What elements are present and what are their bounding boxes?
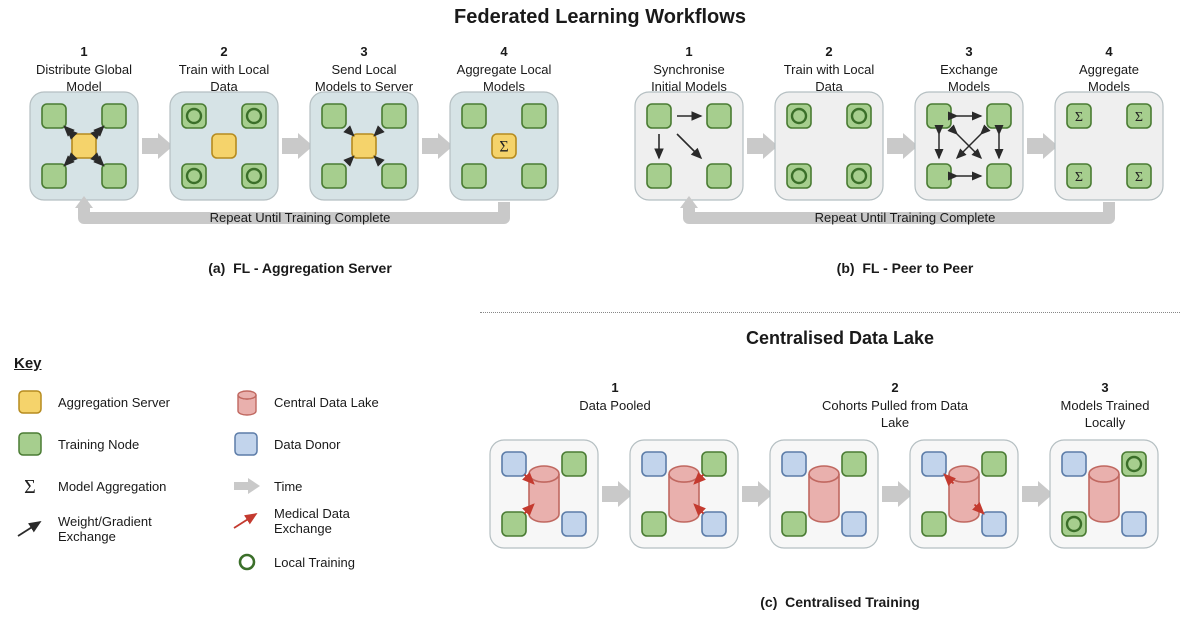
svg-text:Σ: Σ — [1135, 170, 1143, 185]
key-row: Data Donor — [230, 430, 340, 458]
svg-text:Σ: Σ — [1135, 110, 1143, 125]
svg-text:Σ: Σ — [499, 139, 508, 156]
key-row: Training Node — [14, 430, 139, 458]
repeat-a: Repeat Until Training Complete — [30, 210, 570, 225]
svg-text:Σ: Σ — [1075, 110, 1083, 125]
key-row: Time — [230, 472, 302, 500]
centralized-title: Centralised Data Lake — [480, 328, 1200, 349]
key-row: Aggregation Server — [14, 388, 170, 416]
svg-text:Σ: Σ — [1075, 170, 1083, 185]
key-row: Weight/GradientExchange — [14, 514, 152, 544]
key-row: Local Training — [230, 548, 355, 576]
caption-a: (a) FL - Aggregation Server — [30, 260, 570, 276]
section-divider — [480, 312, 1180, 313]
caption-b: (b) FL - Peer to Peer — [635, 260, 1175, 276]
svg-text:Σ: Σ — [24, 476, 36, 498]
key-row: Medical DataExchange — [230, 506, 350, 536]
repeat-b: Repeat Until Training Complete — [635, 210, 1175, 225]
key-title: Key — [14, 355, 42, 372]
caption-c: (c) Centralised Training — [480, 594, 1200, 610]
key-row: ΣModel Aggregation — [14, 472, 166, 500]
diagram-canvas: Σ Σ Σ Σ Σ — [0, 0, 1200, 628]
key-row: Central Data Lake — [230, 388, 379, 416]
